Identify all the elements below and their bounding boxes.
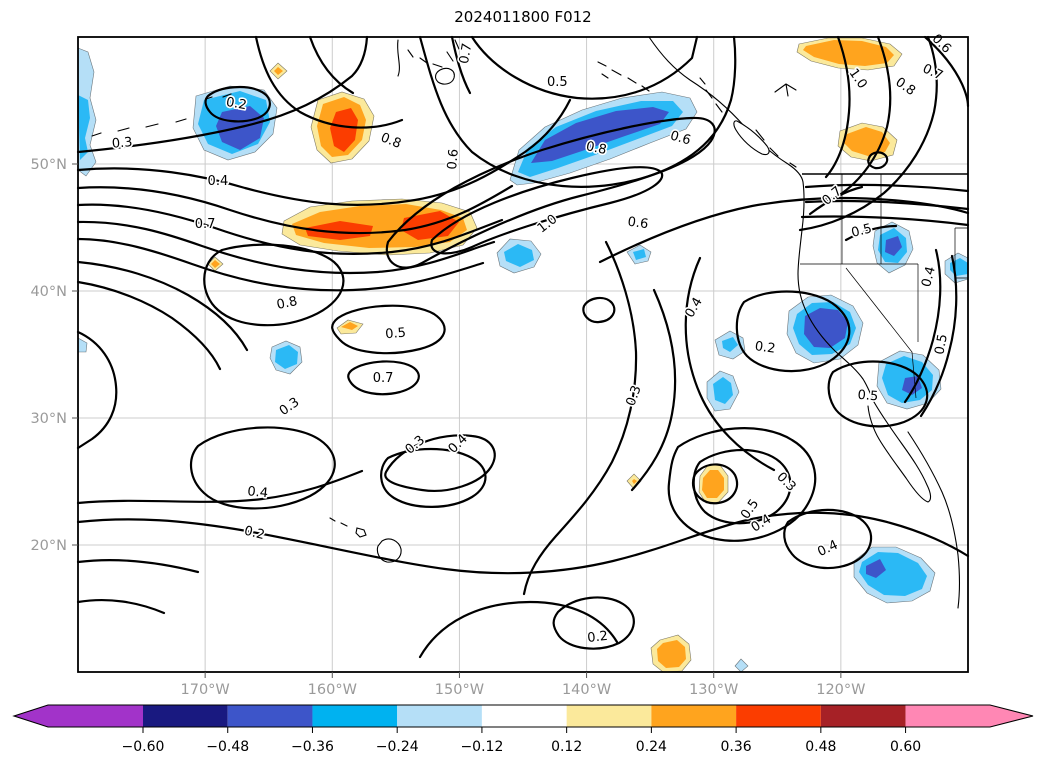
axis-tick-labels: 170°W 160°W 150°W 140°W 130°W 120°W 50°N 40°N 30… [30, 157, 865, 698]
contour-label: 0.3 [624, 384, 645, 409]
colorbar-tick-label: −0.24 [376, 739, 419, 755]
contour-label: 0.7 [920, 61, 945, 83]
colorbar-tick-label: −0.36 [291, 739, 334, 755]
anomaly-shading [77, 37, 969, 673]
contour-label: 0.8 [585, 139, 608, 158]
contour-label: 0.2 [242, 524, 266, 544]
colorbar-tick-label: 0.60 [890, 739, 921, 755]
contour-label: 0.2 [587, 629, 609, 646]
colorbar-tick-label: −0.48 [206, 739, 249, 755]
colorbar-segment [820, 705, 906, 727]
colorbar-left-arrow [14, 705, 48, 727]
colorbar-tick-label: 0.48 [805, 739, 836, 755]
contour-label: 0.6 [627, 215, 650, 233]
contour-label: 0.4 [919, 265, 939, 289]
contour-label: 0.4 [247, 484, 269, 501]
contour-label: 0.7 [457, 42, 475, 65]
x-tick-label: 140°W [562, 682, 611, 698]
colorbar-outline [12, 704, 1034, 728]
colorbar-tick-label: 0.36 [721, 739, 752, 755]
contour-label: 0.5 [857, 388, 879, 405]
colorbar-segment [397, 705, 482, 727]
contour-label: 0.8 [275, 294, 298, 313]
contour-label: 0.4 [815, 538, 840, 560]
contour-label: 0.8 [378, 130, 403, 152]
colorbar-segment [736, 705, 821, 727]
y-tick-label: 40°N [30, 284, 67, 300]
colorbar-segment [481, 705, 567, 727]
colorbar-right-arrow [990, 705, 1033, 727]
y-tick-label: 50°N [30, 157, 67, 173]
contour-label: 0.3 [403, 433, 428, 458]
x-tick-label: 130°W [689, 682, 738, 698]
x-tick-label: 160°W [308, 682, 357, 698]
plot-frame [77, 36, 969, 673]
contour-label: 0.5 [547, 75, 568, 90]
chart-title: 2024011800 F012 [454, 8, 591, 26]
contour-label: 1.0 [535, 212, 561, 237]
colorbar-tick-label: 0.12 [551, 739, 582, 755]
x-tick-label: 120°W [816, 682, 865, 698]
contour-label: 0.3 [773, 470, 798, 495]
axis-tick-marks [72, 163, 842, 678]
contour-label: 0.3 [111, 135, 133, 152]
contour-label: 0.6 [668, 128, 692, 148]
colorbar-segment [48, 705, 143, 727]
colorbar-segment [905, 705, 990, 727]
contour-label: 0.3 [277, 395, 303, 419]
contour-label: 0.7 [195, 217, 216, 232]
contour-label: 0.2 [225, 95, 248, 113]
colorbar-segment [651, 705, 737, 727]
y-tick-label: 30°N [30, 411, 67, 427]
colorbar-tick-label: −0.12 [460, 739, 503, 755]
contour-label: 0.5 [385, 326, 407, 343]
contour-lines [76, 35, 970, 659]
y-tick-label: 20°N [30, 538, 67, 554]
contour-label: 0.5 [932, 333, 950, 356]
colorbar-segment [227, 705, 313, 727]
colorbar: −0.60 −0.48 −0.36 −0.24 −0.12 0.12 0.24 0.36 0.4… [12, 704, 1034, 755]
x-tick-label: 170°W [181, 682, 230, 698]
contour-label: 0.2 [754, 339, 777, 357]
contour-label: 0.6 [445, 148, 462, 170]
colorbar-segment [312, 705, 398, 727]
x-tick-label: 150°W [435, 682, 484, 698]
contour-label: 0.5 [850, 221, 874, 241]
colorbar-segment [143, 705, 228, 727]
contour-label: 0.8 [892, 75, 918, 99]
contour-label: 0.7 [373, 371, 394, 386]
colorbar-tick-label: 0.24 [636, 739, 667, 755]
contour-label: 0.4 [208, 174, 229, 189]
colorbar-tick-label: −0.60 [122, 739, 165, 755]
colorbar-segment [566, 705, 652, 727]
